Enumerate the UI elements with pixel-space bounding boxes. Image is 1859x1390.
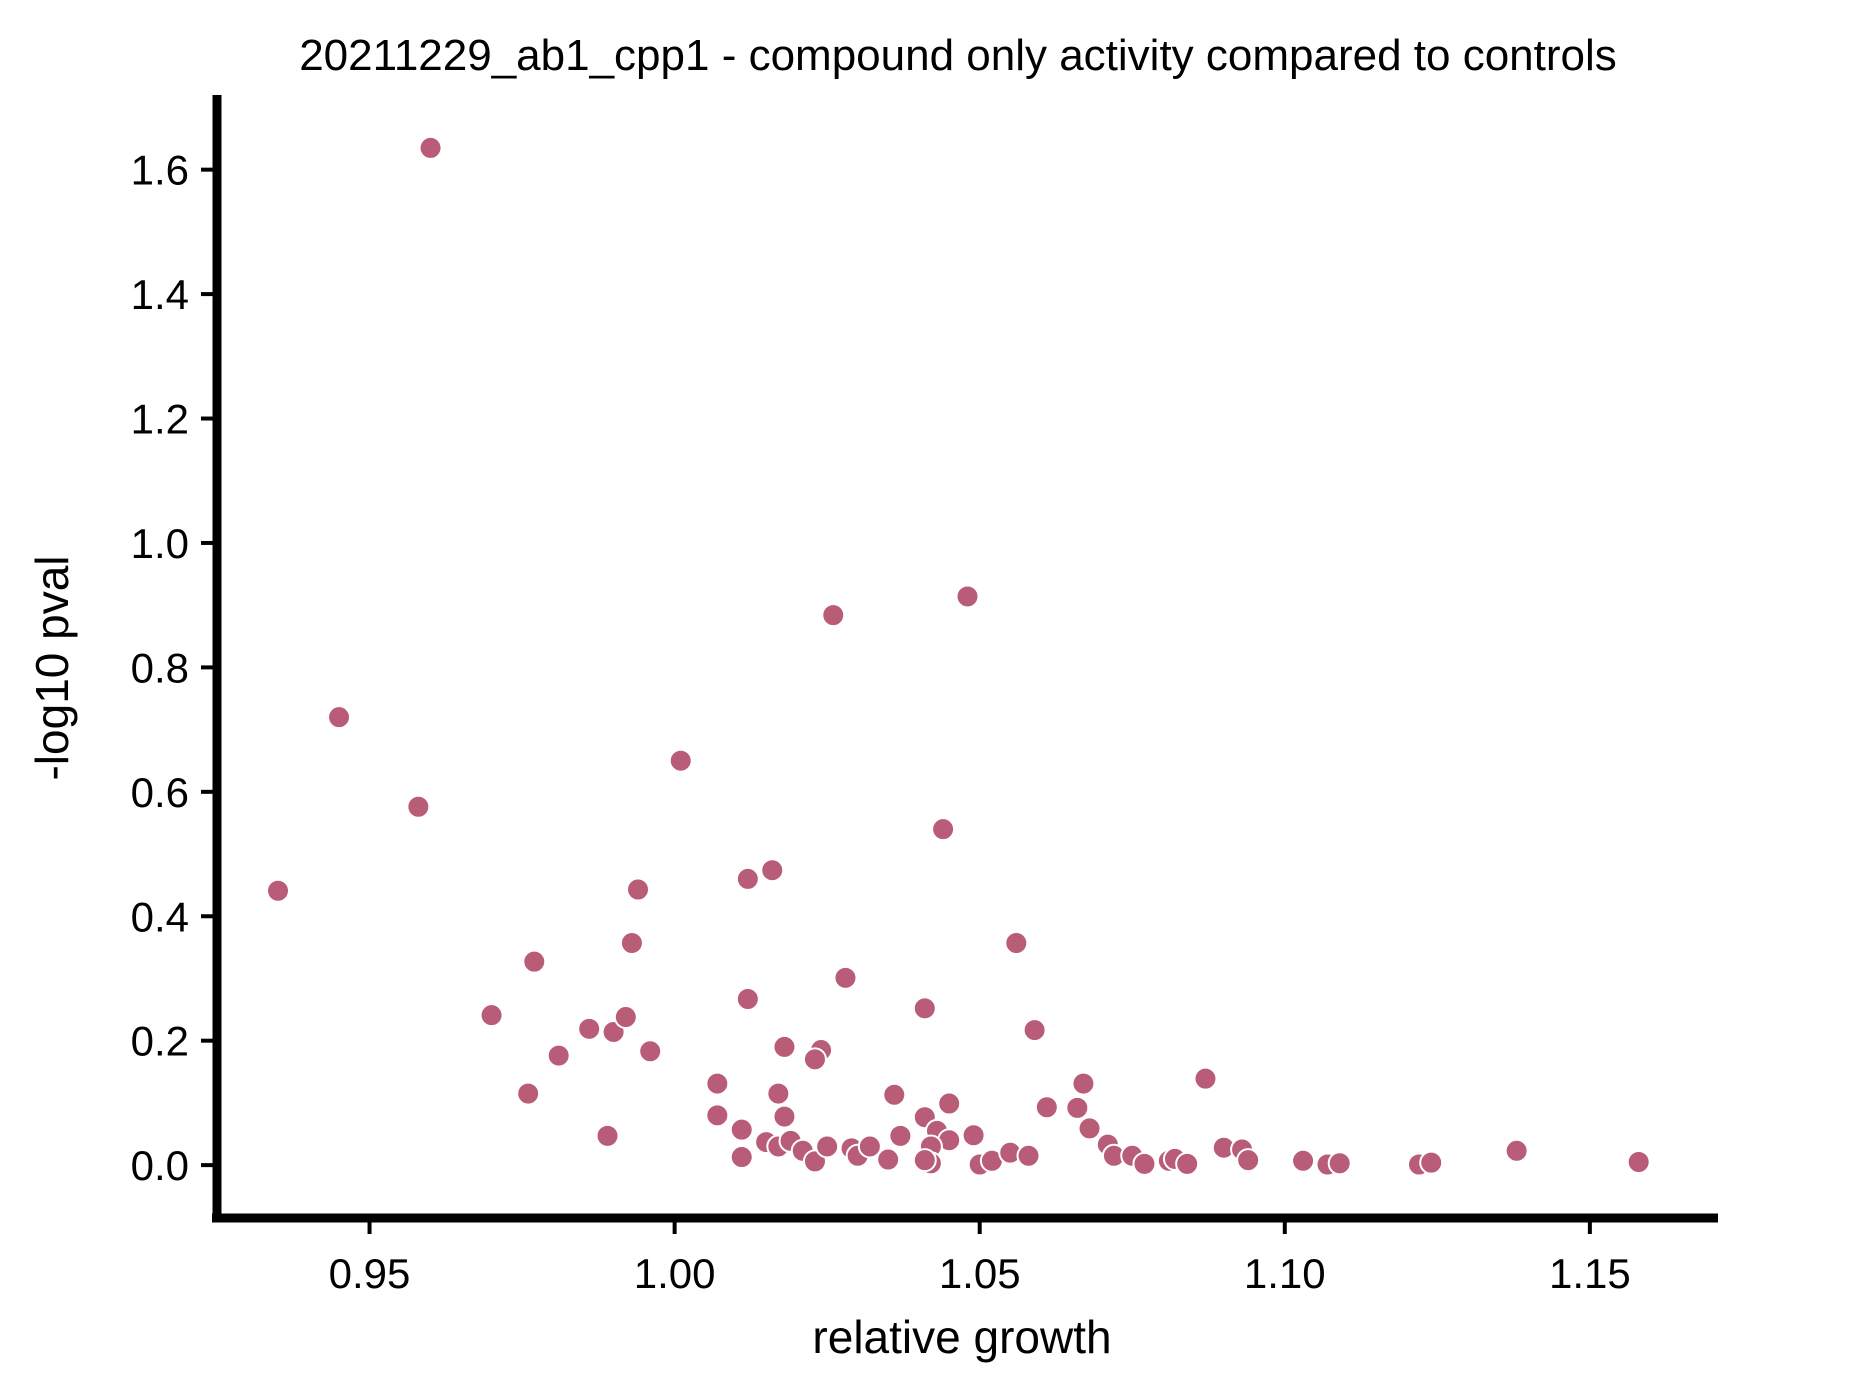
data-point xyxy=(406,794,431,819)
data-point xyxy=(613,1005,638,1030)
data-point xyxy=(522,949,547,974)
data-point xyxy=(821,603,846,628)
data-point xyxy=(729,1117,754,1142)
data-point xyxy=(1626,1150,1651,1175)
data-point xyxy=(931,817,956,842)
chart-title: 20211229_ab1_cpp1 - compound only activi… xyxy=(299,31,1617,80)
data-point xyxy=(815,1134,840,1159)
data-point xyxy=(327,705,352,730)
data-point xyxy=(638,1039,663,1064)
y-tick-label: 1.4 xyxy=(131,271,189,318)
data-point xyxy=(266,878,291,903)
data-point xyxy=(418,135,443,160)
points-layer xyxy=(266,135,1651,1177)
y-tick-label: 1.6 xyxy=(131,147,189,194)
data-point xyxy=(626,877,651,902)
data-point xyxy=(912,1148,937,1173)
y-tick-label: 0.4 xyxy=(131,893,189,940)
y-tick-label: 1.0 xyxy=(131,520,189,567)
data-point xyxy=(1034,1095,1059,1120)
data-point xyxy=(857,1134,882,1159)
y-axis-label: -log10 pval xyxy=(26,555,78,780)
data-point xyxy=(619,931,644,956)
data-point xyxy=(760,858,785,883)
data-point xyxy=(705,1071,730,1096)
data-point xyxy=(735,866,760,891)
data-point xyxy=(882,1082,907,1107)
data-point xyxy=(772,1034,797,1059)
data-point xyxy=(729,1145,754,1170)
x-tick-label: 0.95 xyxy=(329,1250,411,1297)
data-point xyxy=(961,1123,986,1148)
data-point xyxy=(1175,1151,1200,1176)
y-tick-label: 0.0 xyxy=(131,1142,189,1189)
data-point xyxy=(1236,1148,1261,1173)
data-point xyxy=(577,1016,602,1041)
data-point xyxy=(1132,1151,1157,1176)
data-point xyxy=(1504,1138,1529,1163)
data-point xyxy=(516,1081,541,1106)
data-point xyxy=(595,1123,620,1148)
data-point xyxy=(546,1043,571,1068)
data-point xyxy=(1077,1116,1102,1141)
data-point xyxy=(1016,1143,1041,1168)
y-tick-label: 0.8 xyxy=(131,644,189,691)
data-point xyxy=(1022,1018,1047,1043)
data-point xyxy=(1004,931,1029,956)
x-tick-label: 1.15 xyxy=(1549,1250,1631,1297)
data-point xyxy=(955,584,980,609)
data-point xyxy=(876,1147,901,1172)
data-point xyxy=(888,1123,913,1148)
data-point xyxy=(1327,1151,1352,1176)
y-tick-label: 0.2 xyxy=(131,1018,189,1065)
data-point xyxy=(705,1103,730,1128)
data-point xyxy=(766,1081,791,1106)
x-tick-label: 1.00 xyxy=(634,1250,716,1297)
y-tick-label: 0.6 xyxy=(131,769,189,816)
data-point xyxy=(1419,1150,1444,1175)
data-point xyxy=(833,965,858,990)
data-point xyxy=(802,1047,827,1072)
data-point xyxy=(668,748,693,773)
data-point xyxy=(937,1091,962,1116)
data-point xyxy=(1065,1095,1090,1120)
data-point xyxy=(735,986,760,1011)
data-point xyxy=(1193,1066,1218,1091)
x-tick-label: 1.05 xyxy=(939,1250,1021,1297)
data-point xyxy=(1071,1071,1096,1096)
data-point xyxy=(772,1104,797,1129)
x-tick-label: 1.10 xyxy=(1244,1250,1326,1297)
y-tick-label: 1.2 xyxy=(131,396,189,443)
data-point xyxy=(1291,1148,1316,1173)
y-ticks: 0.0 0.2 0.4 0.6 0.8 1.0 1.2 1.4 1.6 xyxy=(131,147,217,1189)
data-point xyxy=(912,996,937,1021)
x-ticks: 0.95 1.00 1.05 1.10 1.15 xyxy=(329,1218,1631,1297)
data-point xyxy=(479,1003,504,1028)
x-axis-label: relative growth xyxy=(812,1311,1111,1363)
